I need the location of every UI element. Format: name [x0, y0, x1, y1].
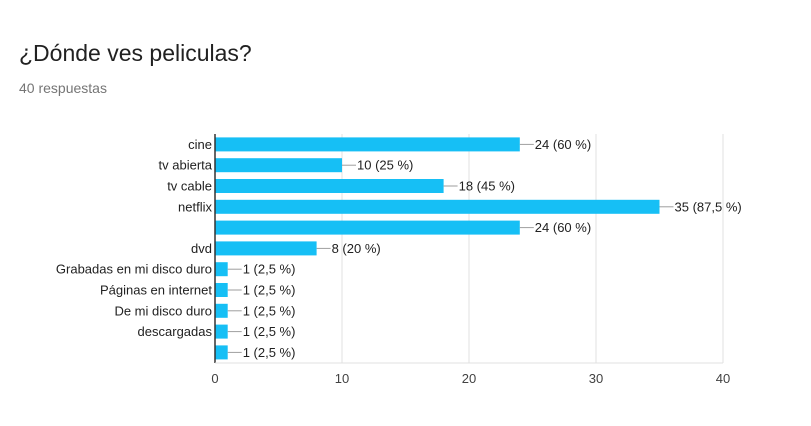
bar[interactable] — [215, 345, 228, 360]
data-label: 1 (2,5 %) — [243, 283, 296, 298]
bar[interactable] — [215, 303, 228, 318]
bar[interactable] — [215, 262, 228, 277]
x-tick-label: 30 — [589, 371, 603, 386]
bar[interactable] — [215, 137, 520, 152]
data-label: 18 (45 %) — [459, 179, 515, 194]
category-label: tv cable — [167, 179, 212, 194]
bar[interactable] — [215, 199, 660, 214]
data-label: 1 (2,5 %) — [243, 345, 296, 360]
chart-title: ¿Dónde ves peliculas? — [19, 40, 252, 66]
bar[interactable] — [215, 158, 342, 173]
data-label: 24 (60 %) — [535, 220, 591, 235]
category-label: Grabadas en mi disco duro — [56, 262, 212, 277]
data-label: 1 (2,5 %) — [243, 324, 296, 339]
bar[interactable] — [215, 241, 317, 256]
category-label: Páginas en internet — [100, 283, 212, 298]
data-label: 35 (87,5 %) — [675, 199, 742, 214]
category-label: dvd — [191, 241, 212, 256]
data-label: 8 (20 %) — [332, 241, 381, 256]
data-label: 24 (60 %) — [535, 137, 591, 152]
x-tick-label: 20 — [462, 371, 476, 386]
bar[interactable] — [215, 179, 444, 193]
category-label: cine — [188, 137, 212, 152]
x-tick-label: 40 — [716, 371, 730, 386]
data-label: 10 (25 %) — [357, 158, 413, 173]
category-label: descargadas — [138, 324, 213, 339]
bar[interactable] — [215, 220, 520, 235]
category-label: tv abierta — [159, 158, 213, 173]
bar[interactable] — [215, 324, 228, 339]
category-label: De mi disco duro — [114, 303, 212, 318]
response-count: 40 respuestas — [19, 80, 107, 96]
x-tick-label: 0 — [211, 371, 218, 386]
data-label: 1 (2,5 %) — [243, 303, 296, 318]
category-label: netflix — [178, 199, 212, 214]
data-label: 1 (2,5 %) — [243, 262, 296, 277]
x-tick-label: 10 — [335, 371, 349, 386]
bar[interactable] — [215, 283, 228, 297]
